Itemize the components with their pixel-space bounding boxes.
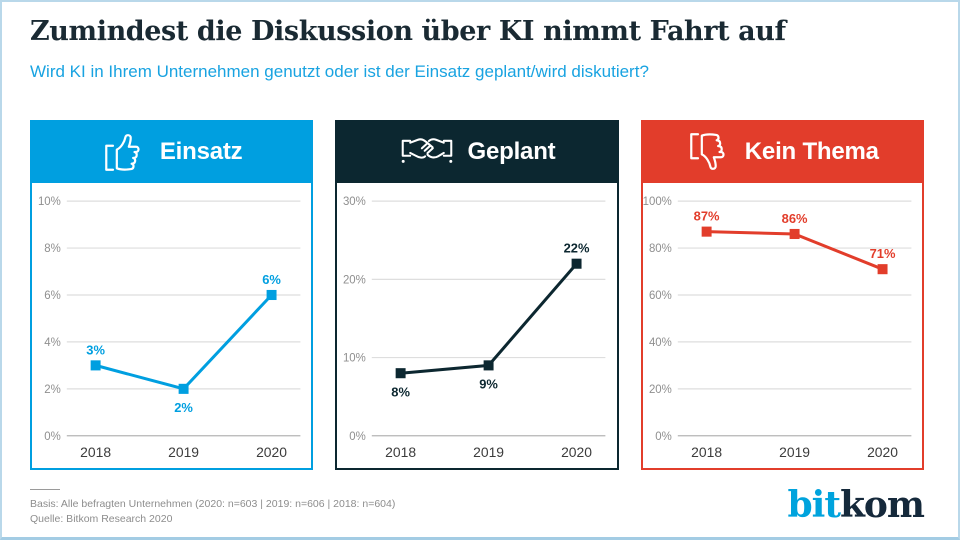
data-point-marker xyxy=(178,383,189,394)
data-point-label: 71% xyxy=(869,246,895,261)
data-point-marker xyxy=(877,264,888,275)
data-line xyxy=(400,262,579,375)
panel-kein-thema-body: 100% 80% 60% 40% 20% 0% 2018 2019 2020 87% 86% 71% xyxy=(640,183,924,470)
x-tick-label: 2019 xyxy=(168,444,199,460)
panel-geplant: Geplant 30% 20% 10% 0% 2018 2019 2020 8% 9% 22% xyxy=(335,120,619,470)
thumbs-down-icon xyxy=(686,130,732,174)
x-tick-label: 2020 xyxy=(561,444,592,460)
geplant-chart: 30% 20% 10% 0% 2018 2019 2020 8% 9% 22% xyxy=(343,196,606,460)
y-tick-label: 4% xyxy=(44,337,61,349)
panel-kein-thema-header: Kein Thema xyxy=(640,120,924,183)
data-point-label: 22% xyxy=(564,241,590,256)
y-tick-label: 0% xyxy=(44,431,61,443)
data-point-marker xyxy=(571,258,582,269)
y-tick-label: 6% xyxy=(44,290,61,302)
data-point-label: 8% xyxy=(392,384,411,399)
data-point-marker xyxy=(90,360,101,371)
page-subtitle: Wird KI in Ihrem Unternehmen genutzt ode… xyxy=(30,62,649,81)
data-point-label: 3% xyxy=(86,342,105,357)
panel-kein-thema-label: Kein Thema xyxy=(744,137,879,165)
y-tick-label: 80% xyxy=(649,243,672,255)
panel-einsatz-header: Einsatz xyxy=(30,120,314,183)
y-tick-label: 2% xyxy=(44,384,61,396)
y-tick-label: 10% xyxy=(343,353,366,365)
y-tick-label: 10% xyxy=(38,196,61,208)
x-tick-label: 2019 xyxy=(779,444,810,460)
y-tick-label: 0% xyxy=(655,431,672,443)
data-point-label: 6% xyxy=(262,272,281,287)
y-tick-label: 0% xyxy=(350,431,367,443)
data-point-marker xyxy=(395,368,406,379)
footnote-basis: Basis: Alle befragten Unternehmen (2020:… xyxy=(30,498,396,510)
x-tick-label: 2018 xyxy=(385,444,416,460)
einsatz-chart: 10% 8% 6% 4% 2% 0% 2018 2019 2020 3% 2% 6% xyxy=(38,196,301,460)
bitkom-logo: bitkom xyxy=(787,484,925,526)
footnote-quelle: Quelle: Bitkom Research 2020 xyxy=(30,513,173,525)
panel-einsatz-label: Einsatz xyxy=(159,137,243,165)
x-tick-label: 2018 xyxy=(691,444,722,460)
y-tick-label: 60% xyxy=(649,290,672,302)
data-point-label: 86% xyxy=(781,211,807,226)
data-point-marker xyxy=(789,228,800,240)
page-title: Zumindest die Diskussion über KI nimmt F… xyxy=(30,16,786,47)
data-point-label: 9% xyxy=(480,376,499,391)
bitkom-logo-kom: kom xyxy=(839,484,925,526)
thumbs-up-icon xyxy=(101,130,147,174)
handshake-icon xyxy=(399,132,455,172)
panel-einsatz: Einsatz 10% 8% 6% 4% 2% 0% 2018 2019 2020 3% 2% 6% xyxy=(30,120,314,470)
y-tick-label: 20% xyxy=(649,384,672,396)
panel-geplant-label: Geplant xyxy=(467,137,556,165)
data-point-label: 2% xyxy=(174,400,193,415)
y-tick-label: 8% xyxy=(44,243,61,255)
panel-geplant-body: 30% 20% 10% 0% 2018 2019 2020 8% 9% 22% xyxy=(335,183,619,470)
panel-geplant-header: Geplant xyxy=(335,120,619,183)
y-tick-label: 100% xyxy=(643,196,672,208)
data-point-label: 87% xyxy=(693,208,719,223)
data-point-marker xyxy=(701,226,712,237)
footer-divider xyxy=(30,489,60,490)
panels-row: Einsatz 10% 8% 6% 4% 2% 0% 2018 2019 2020 3% 2% 6% xyxy=(30,120,924,470)
y-tick-label: 30% xyxy=(343,196,366,208)
y-tick-label: 40% xyxy=(649,337,672,349)
x-tick-label: 2018 xyxy=(80,444,111,460)
kein-thema-chart: 100% 80% 60% 40% 20% 0% 2018 2019 2020 87% 86% 71% xyxy=(643,196,912,460)
data-point-marker xyxy=(266,289,277,301)
x-tick-label: 2020 xyxy=(256,444,287,460)
bitkom-logo-bit: bit xyxy=(787,484,840,526)
panel-kein-thema: Kein Thema 100% 80% 60% 40% 20% 0% 2018 2019 202… xyxy=(640,120,924,470)
data-point-marker xyxy=(483,360,494,371)
y-tick-label: 20% xyxy=(343,274,366,286)
panel-einsatz-body: 10% 8% 6% 4% 2% 0% 2018 2019 2020 3% 2% 6% xyxy=(30,183,314,470)
x-tick-label: 2020 xyxy=(867,444,898,460)
x-tick-label: 2019 xyxy=(473,444,504,460)
